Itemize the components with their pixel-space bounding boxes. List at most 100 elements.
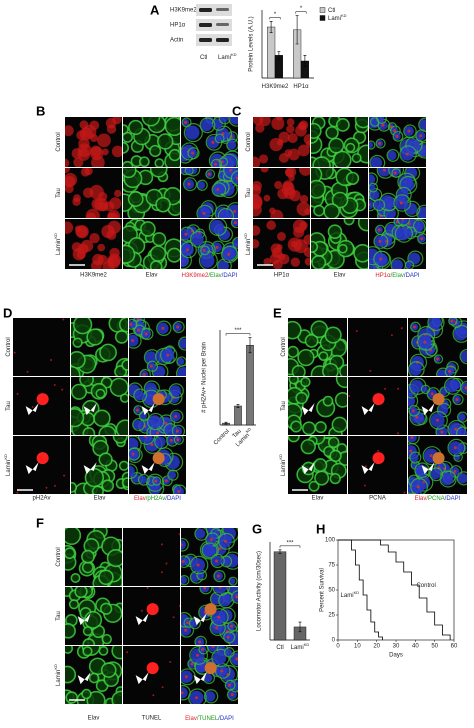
spot [164, 479, 168, 483]
micrograph [65, 587, 122, 645]
nucleus [380, 195, 395, 210]
nucleus [403, 491, 406, 494]
cell [447, 419, 466, 435]
cell [351, 152, 362, 164]
nucleus [139, 436, 153, 443]
nucleus [253, 203, 262, 217]
cell [168, 148, 180, 162]
legend-label: LamiKD [328, 13, 347, 22]
spot [184, 675, 188, 679]
nucleus [26, 370, 29, 373]
cell [152, 476, 162, 486]
nucleus [275, 117, 284, 121]
spot [455, 397, 459, 401]
nucleus [396, 432, 399, 435]
spot [175, 429, 179, 433]
cell [211, 648, 230, 668]
cell [409, 451, 422, 464]
micrograph [123, 528, 180, 586]
cell [187, 147, 200, 160]
cell [121, 359, 128, 371]
nucleus [140, 609, 143, 612]
sig-bracket [225, 333, 251, 336]
cell [230, 170, 238, 187]
cell [416, 142, 426, 159]
cell [210, 158, 223, 167]
survival-curve [338, 539, 451, 640]
spot [395, 134, 399, 138]
cell [65, 665, 77, 684]
nucleus [129, 465, 135, 477]
row-label: Tau [281, 401, 287, 411]
spot [233, 221, 237, 225]
cell [408, 404, 420, 417]
x-tick-label-text: H3K9me2 [262, 84, 289, 90]
spot [412, 325, 416, 329]
spot [217, 615, 221, 619]
x-tick-label-text: HP1α [293, 84, 309, 90]
cell [322, 362, 339, 376]
cell [300, 438, 316, 455]
cell [121, 477, 128, 488]
spot [220, 669, 224, 673]
spot [184, 120, 188, 124]
column-label-part: /DAPI [445, 496, 461, 502]
panel-letter: G [252, 521, 262, 536]
micrograph [129, 318, 186, 376]
cell [444, 365, 457, 376]
nucleus [269, 137, 283, 152]
nucleus [31, 406, 34, 409]
spot [166, 353, 170, 357]
spot [181, 543, 183, 547]
cell [82, 646, 93, 657]
spot [131, 452, 135, 456]
spot [409, 449, 413, 453]
spot [384, 239, 388, 243]
cell [409, 408, 427, 426]
cell [146, 412, 165, 431]
x-tick-label: HP1α [293, 84, 309, 90]
nucleus [181, 576, 187, 584]
nucleus [65, 221, 74, 234]
sig-label: *** [234, 328, 242, 334]
cell [300, 377, 311, 388]
focus [432, 452, 445, 465]
cell [456, 471, 467, 486]
row-label: LaminKD [3, 454, 12, 476]
nucleus [419, 119, 426, 130]
nucleus [421, 386, 428, 393]
nucleus [90, 146, 104, 161]
micrograph [65, 528, 122, 586]
error-bar [277, 51, 281, 60]
cell [111, 646, 122, 660]
cell [72, 318, 93, 335]
cell [329, 449, 342, 463]
cell [181, 117, 192, 128]
nucleus [217, 260, 229, 269]
cell [332, 150, 352, 167]
nucleus [160, 543, 163, 546]
cell [189, 555, 209, 575]
micrograph [181, 646, 238, 704]
nucleus [114, 189, 122, 198]
arrowhead [83, 403, 97, 416]
cell [189, 646, 208, 665]
cell [149, 260, 163, 269]
spot [401, 219, 405, 221]
cell [354, 117, 368, 129]
micrograph [311, 219, 368, 269]
nucleus [226, 140, 237, 150]
cell [86, 328, 104, 346]
spot [196, 653, 200, 657]
nucleus [177, 367, 186, 376]
lane-label: Ctl [200, 55, 207, 61]
error-bar [295, 15, 299, 45]
nucleus [263, 257, 272, 266]
spot [464, 386, 467, 390]
nucleus [53, 383, 56, 386]
nucleus [107, 255, 121, 269]
legend-label-text: Ctl [328, 8, 335, 14]
cell [155, 196, 171, 213]
cell [149, 168, 168, 178]
series-label-text: Control [416, 583, 435, 589]
